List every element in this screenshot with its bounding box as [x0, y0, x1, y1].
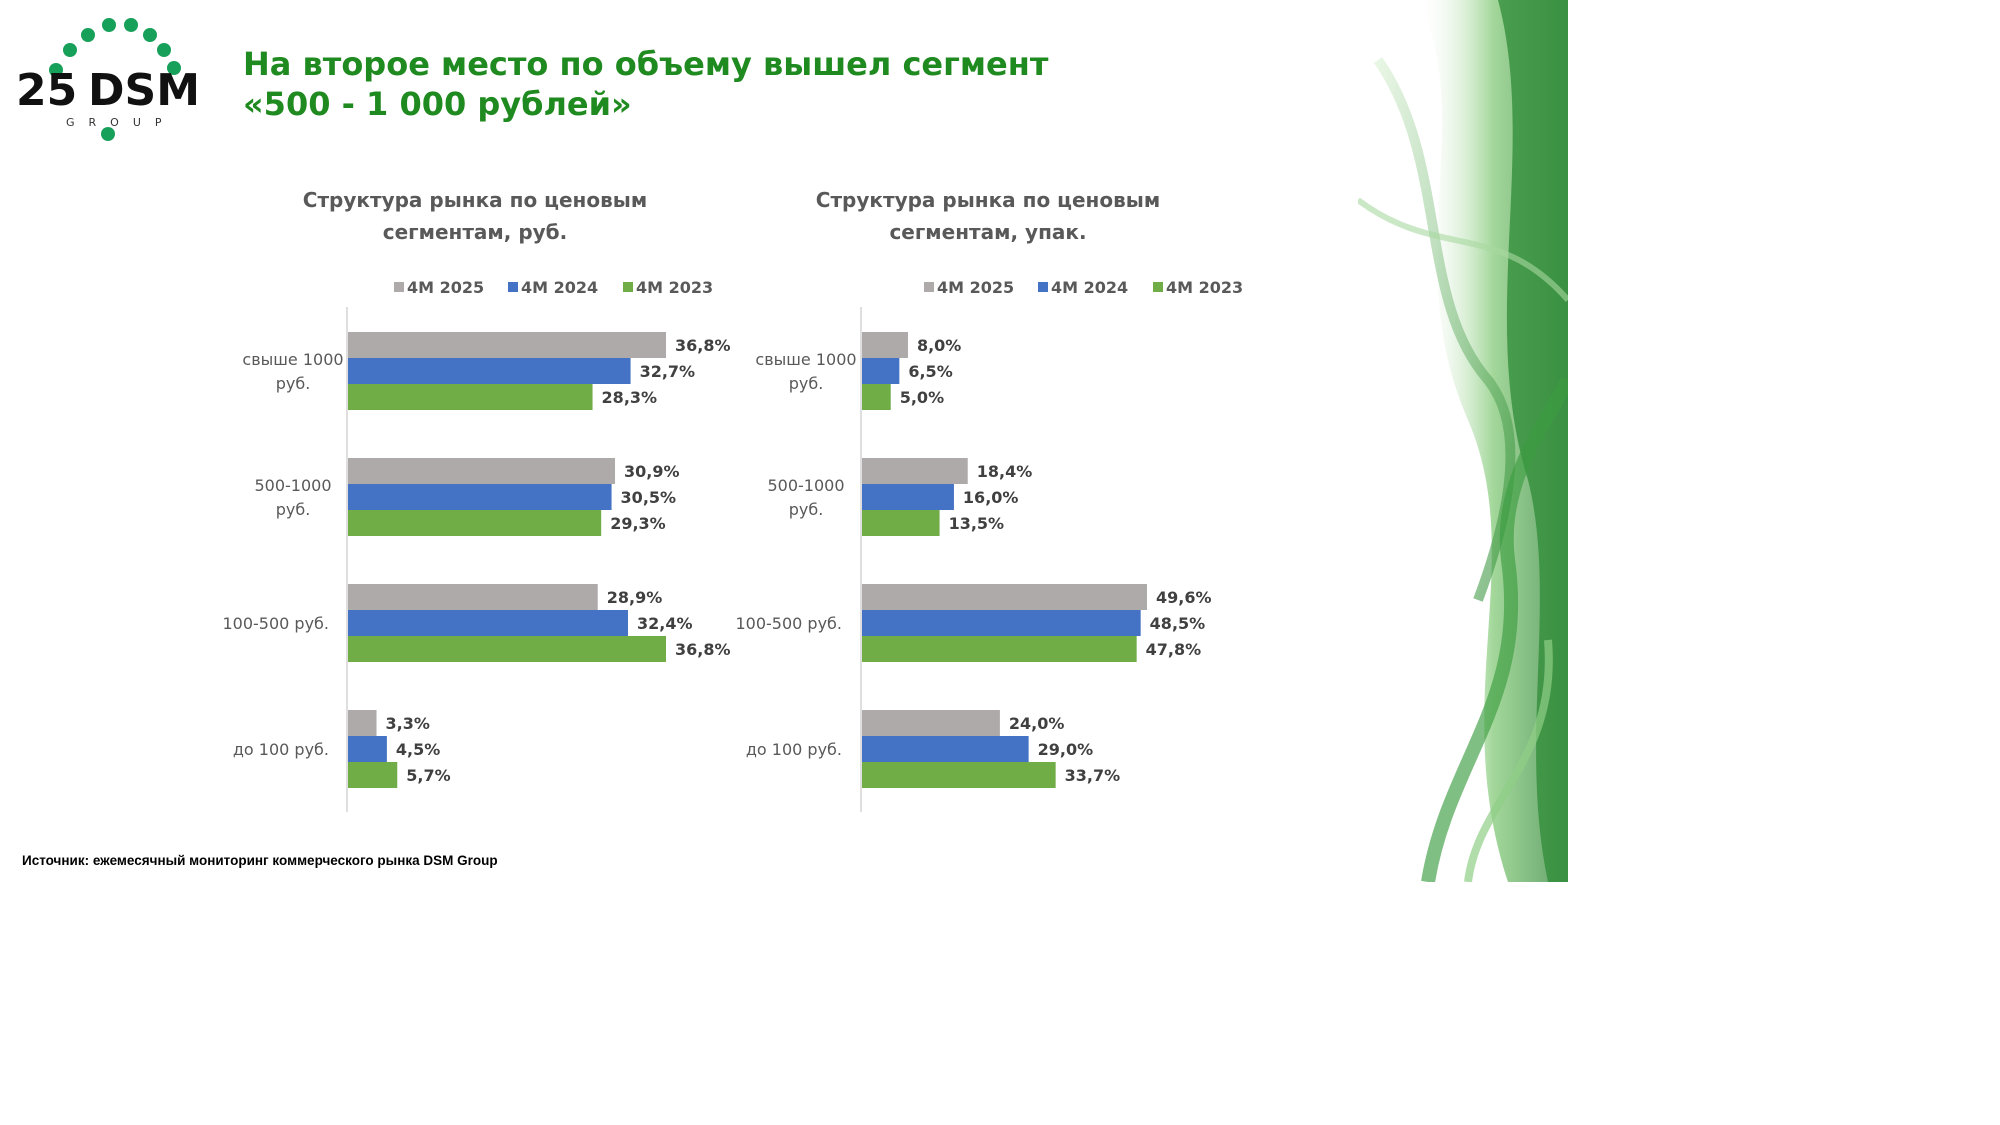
data-label: 16,0% [963, 488, 1019, 507]
data-label: 28,3% [602, 388, 658, 407]
bar [862, 736, 1029, 762]
bar [348, 332, 666, 358]
category-label: 500-1000 [767, 476, 844, 495]
bar [348, 510, 602, 536]
data-label: 5,0% [900, 388, 944, 407]
bar [348, 762, 398, 788]
bar [348, 736, 387, 762]
category-label: руб. [789, 374, 824, 393]
legend-label-4m-2025: 4M 2025 [937, 278, 1014, 297]
bar [862, 636, 1137, 662]
chart-title-pack: Структура рынка по ценовым сегментам, уп… [798, 184, 1178, 248]
bar [862, 458, 968, 484]
data-label: 48,5% [1150, 614, 1206, 633]
legend-label-4m-2024: 4M 2024 [521, 278, 598, 297]
legend-label-4m-2024: 4M 2024 [1051, 278, 1128, 297]
category-label: руб. [789, 500, 824, 519]
data-label: 29,3% [610, 514, 666, 533]
data-label: 24,0% [1009, 714, 1065, 733]
chart-title-rub-line-1: Структура рынка по ценовым [302, 188, 648, 212]
logo-dots [49, 18, 181, 141]
category-label: свыше 1000 [755, 350, 856, 369]
bar [348, 358, 631, 384]
logo-brand: DSM [88, 65, 200, 116]
category-label: до 100 руб. [233, 740, 329, 759]
legend-swatch-4m-2025 [924, 282, 934, 292]
bar [348, 484, 612, 510]
category-label: до 100 руб. [746, 740, 842, 759]
data-label: 8,0% [917, 336, 961, 355]
bar [862, 610, 1141, 636]
bar [348, 384, 593, 410]
data-label: 30,5% [621, 488, 677, 507]
data-label: 3,3% [386, 714, 430, 733]
chart-title-rub: Структура рынка по ценовым сегментам, ру… [285, 184, 665, 248]
category-label: 100-500 руб. [735, 614, 842, 633]
page-title: На второе место по объему вышел сегмент … [243, 44, 1048, 124]
page-title-line-1: На второе место по объему вышел сегмент [243, 45, 1049, 83]
legend-swatch-4m-2025 [394, 282, 404, 292]
bar-charts: 4M 2025 4M 2024 4M 2023 свыше 1000 руб. 36,8%… [222, 278, 1243, 812]
logo-sub: GROUP [66, 116, 176, 129]
bar [862, 584, 1147, 610]
data-label: 36,8% [675, 336, 731, 355]
page-title-line-2: «500 - 1 000 рублей» [243, 85, 632, 123]
data-label: 29,0% [1038, 740, 1094, 759]
source-note: Источник: ежемесячный мониторинг коммерч… [22, 853, 498, 868]
category-label: свыше 1000 [242, 350, 343, 369]
legend-label-4m-2023: 4M 2023 [1166, 278, 1243, 297]
bar [862, 762, 1056, 788]
data-label: 32,4% [637, 614, 693, 633]
chart-title-rub-line-2: сегментам, руб. [382, 220, 568, 244]
category-label: 100-500 руб. [222, 614, 329, 633]
green-ribbon-decoration [1358, 0, 1568, 882]
data-label: 30,9% [624, 462, 680, 481]
bar [348, 710, 377, 736]
bar [862, 358, 900, 384]
legend-swatch-4m-2024 [1038, 282, 1048, 292]
data-label: 47,8% [1146, 640, 1202, 659]
bar [348, 584, 598, 610]
legend-swatch-4m-2023 [623, 282, 633, 292]
bar [862, 510, 940, 536]
bar [862, 384, 891, 410]
bar [862, 710, 1000, 736]
bar [862, 332, 908, 358]
data-label: 28,9% [607, 588, 663, 607]
bar [862, 484, 954, 510]
data-label: 18,4% [977, 462, 1033, 481]
bar [348, 610, 628, 636]
chart-title-pack-line-1: Структура рынка по ценовым [815, 188, 1161, 212]
data-label: 33,7% [1065, 766, 1121, 785]
logo-number: 25 [16, 65, 77, 116]
data-label: 49,6% [1156, 588, 1212, 607]
legend-swatch-4m-2023 [1153, 282, 1163, 292]
data-label: 6,5% [908, 362, 952, 381]
data-label: 5,7% [406, 766, 450, 785]
legend-label-4m-2025: 4M 2025 [407, 278, 484, 297]
chart-title-pack-line-2: сегментам, упак. [889, 220, 1087, 244]
bar [348, 458, 616, 484]
legend-label-4m-2023: 4M 2023 [636, 278, 713, 297]
legend-swatch-4m-2024 [508, 282, 518, 292]
category-label: руб. [276, 500, 311, 519]
data-label: 32,7% [640, 362, 696, 381]
category-label: руб. [276, 374, 311, 393]
data-label: 36,8% [675, 640, 731, 659]
data-label: 4,5% [396, 740, 440, 759]
dsm-group-logo: 25 DSM GROUP [16, 18, 200, 141]
category-label: 500-1000 [254, 476, 331, 495]
data-label: 13,5% [949, 514, 1005, 533]
bar [348, 636, 666, 662]
